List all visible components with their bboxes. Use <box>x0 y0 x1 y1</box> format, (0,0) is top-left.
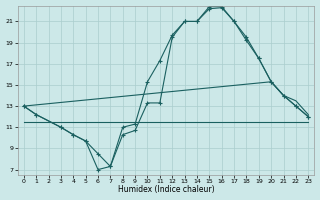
X-axis label: Humidex (Indice chaleur): Humidex (Indice chaleur) <box>118 185 214 194</box>
